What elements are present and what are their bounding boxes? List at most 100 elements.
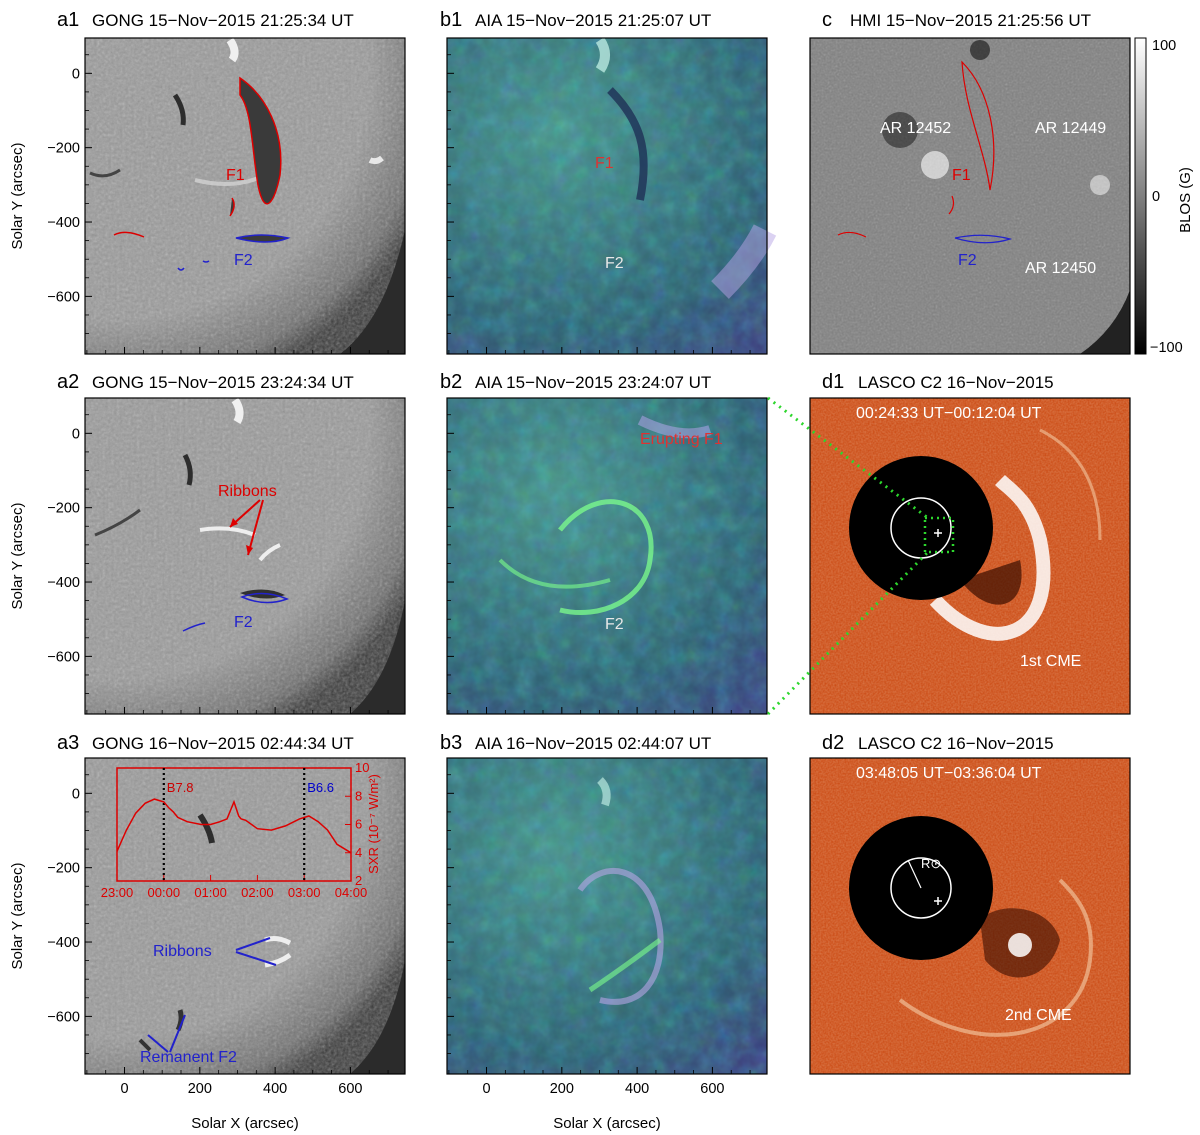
panel-b1-image	[447, 37, 777, 354]
panel-title-d1: LASCO C2 16−Nov−2015	[858, 373, 1054, 392]
y-tick-label-row1: −600	[47, 289, 80, 305]
panel-d1-frame	[809, 397, 1131, 715]
label-cme2: 2nd CME	[1005, 1007, 1072, 1024]
sxr-ylabel: SXR (10⁻⁷ W/m²)	[366, 774, 381, 874]
panel-a1-frame	[84, 37, 406, 355]
panel-label-c: c	[822, 9, 832, 31]
sxr-y-tick-label: 2	[355, 873, 362, 888]
colorbar-tick-max: 100	[1152, 38, 1176, 54]
y-tick-label-row3: −400	[47, 935, 80, 951]
sxr-x-tick-label: 23:00	[101, 885, 134, 900]
panel-label-b2: b2	[440, 371, 462, 393]
panel-label-a3: a3	[57, 732, 79, 754]
y-tick-label-row3: −200	[47, 861, 80, 877]
xlabel-a3: Solar X (arcsec)	[191, 1115, 299, 1132]
panel-d2-frame	[809, 757, 1131, 1075]
panel-b2-image	[447, 398, 767, 714]
panel-label-a2: a2	[57, 371, 79, 393]
zoom-lines	[766, 396, 955, 716]
x-tick-label-col2: 0	[482, 1081, 490, 1097]
subtitle-d1: 00:24:33 UT−00:12:04 UT	[856, 405, 1042, 422]
panel-c-frame	[809, 37, 1131, 355]
x-tick-label-col2: 600	[700, 1081, 724, 1097]
label-rsun: R⊙	[921, 856, 941, 871]
panel-title-b2: AIA 15−Nov−2015 23:24:07 UT	[475, 373, 711, 392]
x-tick-label-col1: 400	[263, 1081, 287, 1097]
sxr-y-tick-label: 10	[355, 760, 369, 775]
sxr-y-ticks: 2 4 6 8 10	[345, 760, 369, 888]
label-f1-b1: F1	[595, 155, 614, 172]
ribbons-arrows-a2	[229, 499, 264, 556]
sxr-y-tick-label: 4	[355, 845, 362, 860]
panel-title-d2: LASCO C2 16−Nov−2015	[858, 734, 1054, 753]
panel-b3-frame	[446, 757, 768, 1075]
ribbons-arrows-a3	[147, 937, 277, 1053]
filament-f1-contour-a1	[113, 76, 282, 238]
x-tick-labels: 0 200 400 600 0 200 400 600	[120, 1081, 724, 1097]
label-f1-a1: F1	[226, 167, 245, 184]
x-tick-label-col2: 400	[625, 1081, 649, 1097]
label-ribbons-a3: Ribbons	[153, 943, 212, 960]
sxr-x-tick-label: 04:00	[335, 885, 368, 900]
label-f2-a2: F2	[234, 614, 253, 631]
y-tick-label-row1: −200	[47, 141, 80, 157]
panel-b1-frame	[446, 37, 768, 355]
tick-marks	[85, 54, 751, 1074]
contours-c	[837, 60, 1013, 244]
panel-title-b1: AIA 15−Nov−2015 21:25:07 UT	[475, 11, 711, 30]
panel-a2-frame	[84, 397, 406, 715]
subtitle-d2: 03:48:05 UT−03:36:04 UT	[856, 765, 1042, 782]
panel-title-a2: GONG 15−Nov−2015 23:24:34 UT	[92, 373, 354, 392]
panel-a3-image	[85, 758, 405, 1074]
colorbar-tick-min: −100	[1150, 340, 1183, 356]
colorbar	[1134, 37, 1147, 355]
panel-d1-image	[810, 398, 1130, 714]
x-tick-label-col1: 0	[120, 1081, 128, 1097]
sxr-peak-label: B7.8	[167, 780, 194, 795]
sxr-x-tick-label: 02:00	[241, 885, 274, 900]
xlabel-b3: Solar X (arcsec)	[553, 1115, 661, 1132]
panel-b2-frame	[446, 397, 768, 715]
label-ribbons-a2: Ribbons	[218, 483, 277, 500]
label-f2-b1: F2	[605, 255, 624, 272]
panel-b3-image	[447, 758, 767, 1074]
ylabel-row1: Solar Y (arcsec)	[9, 143, 26, 250]
y-tick-label-row3: −600	[47, 1009, 80, 1025]
panel-title-a1: GONG 15−Nov−2015 21:25:34 UT	[92, 11, 354, 30]
y-tick-label-row2: 0	[72, 426, 80, 442]
panel-label-d1: d1	[822, 371, 844, 393]
label-ar12450: AR 12450	[1025, 260, 1096, 277]
panel-title-a3: GONG 16−Nov−2015 02:44:34 UT	[92, 734, 354, 753]
y-tick-label-row2: −200	[47, 501, 80, 517]
label-f2-c: F2	[958, 252, 977, 269]
panel-label-b3: b3	[440, 732, 462, 754]
panel-label-b1: b1	[440, 9, 462, 31]
y-tick-label-row1: −400	[47, 215, 80, 231]
panel-d2-image	[810, 758, 1130, 1074]
panel-title-b3: AIA 16−Nov−2015 02:44:07 UT	[475, 734, 711, 753]
y-tick-label-row2: −400	[47, 575, 80, 591]
sxr-series-line	[116, 798, 352, 854]
label-f2-a1: F2	[234, 252, 253, 269]
label-f2-b2: F2	[605, 616, 624, 633]
x-tick-label-col2: 200	[550, 1081, 574, 1097]
sxr-inset-chart: 23:00 00:00 01:00 02:00 03:00 04:00 2 4 6 8 10 B7…	[101, 760, 381, 900]
colorbar-tick-zero: 0	[1152, 189, 1160, 205]
sxr-y-tick-label: 8	[355, 788, 362, 803]
sxr-x-tick-label: 01:00	[194, 885, 227, 900]
panel-a3-frame	[84, 757, 406, 1075]
panel-c-image	[810, 38, 1130, 354]
panel-title-c: HMI 15−Nov−2015 21:25:56 UT	[850, 11, 1091, 30]
filament-f2-contour-a2	[182, 592, 290, 632]
label-ar12449: AR 12449	[1035, 120, 1106, 137]
colorbar-label: BLOS (G)	[1177, 167, 1194, 233]
sxr-peak-markers: B7.8 B6.6	[162, 768, 334, 881]
ylabel-row2: Solar Y (arcsec)	[9, 503, 26, 610]
y-tick-label-row2: −600	[47, 649, 80, 665]
x-tick-label-col1: 200	[188, 1081, 212, 1097]
label-remanent-f2: Remanent F2	[140, 1049, 237, 1066]
label-ar12452: AR 12452	[880, 120, 951, 137]
sxr-y-tick-label: 6	[355, 817, 362, 832]
y-tick-label-row1: 0	[72, 66, 80, 82]
